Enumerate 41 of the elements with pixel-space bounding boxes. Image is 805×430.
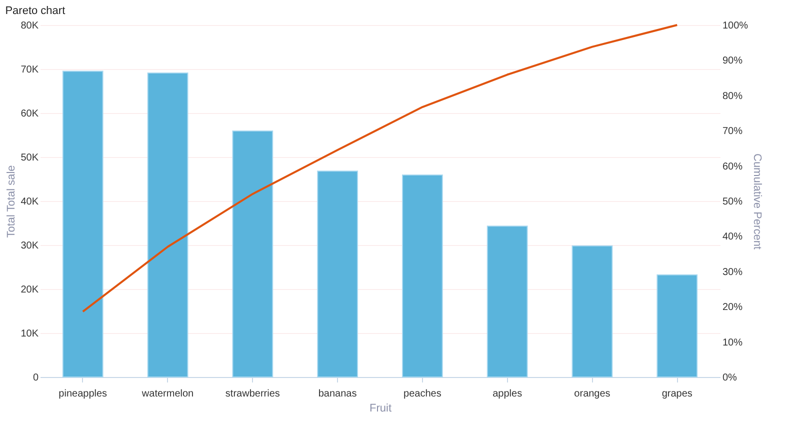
x-tick-label: oranges	[574, 388, 610, 400]
y2-tick-label: 90%	[722, 56, 743, 67]
bar	[147, 72, 188, 378]
y-tick-label: 0	[32, 372, 39, 384]
x-tick-label: peaches	[404, 388, 442, 400]
y-tick-label: 60K	[20, 108, 39, 120]
bar	[656, 274, 698, 378]
y2-tick-label: 40%	[722, 232, 743, 243]
y-tick-label: 70K	[20, 64, 39, 76]
y-tick-label: 20K	[20, 284, 39, 296]
y2-tick-label: 70%	[722, 126, 743, 138]
line-series	[82, 24, 678, 313]
y2-tick-label: 0%	[722, 372, 738, 384]
x-tick-label: pineapples	[58, 388, 108, 400]
x-tick-label: strawberries	[225, 388, 280, 400]
bar	[572, 245, 613, 378]
y2-tick-label: 50%	[722, 196, 743, 208]
bar	[486, 226, 528, 378]
y2-tick-label: 80%	[722, 90, 743, 102]
y-tick-label: 80K	[20, 20, 39, 32]
y2-axis-title: Cumulative Percent	[751, 154, 764, 250]
y2-tick-label: 10%	[722, 337, 743, 348]
y2-tick-label: 100%	[722, 20, 748, 32]
y-tick-label: 30K	[20, 240, 39, 252]
y-tick-label: 10K	[20, 328, 39, 340]
x-tick-label: apples	[492, 388, 522, 400]
y-tick-label: 40K	[20, 196, 39, 208]
x-tick-label: grapes	[662, 388, 692, 400]
y2-tick-label: 20%	[722, 302, 743, 314]
bar	[232, 130, 274, 378]
y2-tick-label: 30%	[722, 266, 743, 278]
bar	[402, 174, 443, 378]
y-tick-label: 50K	[20, 152, 39, 164]
x-tick-label: watermelon	[140, 388, 194, 400]
y2-tick-label: 60%	[722, 161, 743, 172]
chart-title: Pareto chart	[5, 5, 66, 17]
bar	[317, 170, 358, 378]
bar	[62, 70, 104, 378]
x-tick-label: bananas	[318, 388, 357, 400]
y-axis-title: Total Total sale	[6, 165, 18, 238]
x-axis-title: Fruit	[370, 402, 392, 414]
